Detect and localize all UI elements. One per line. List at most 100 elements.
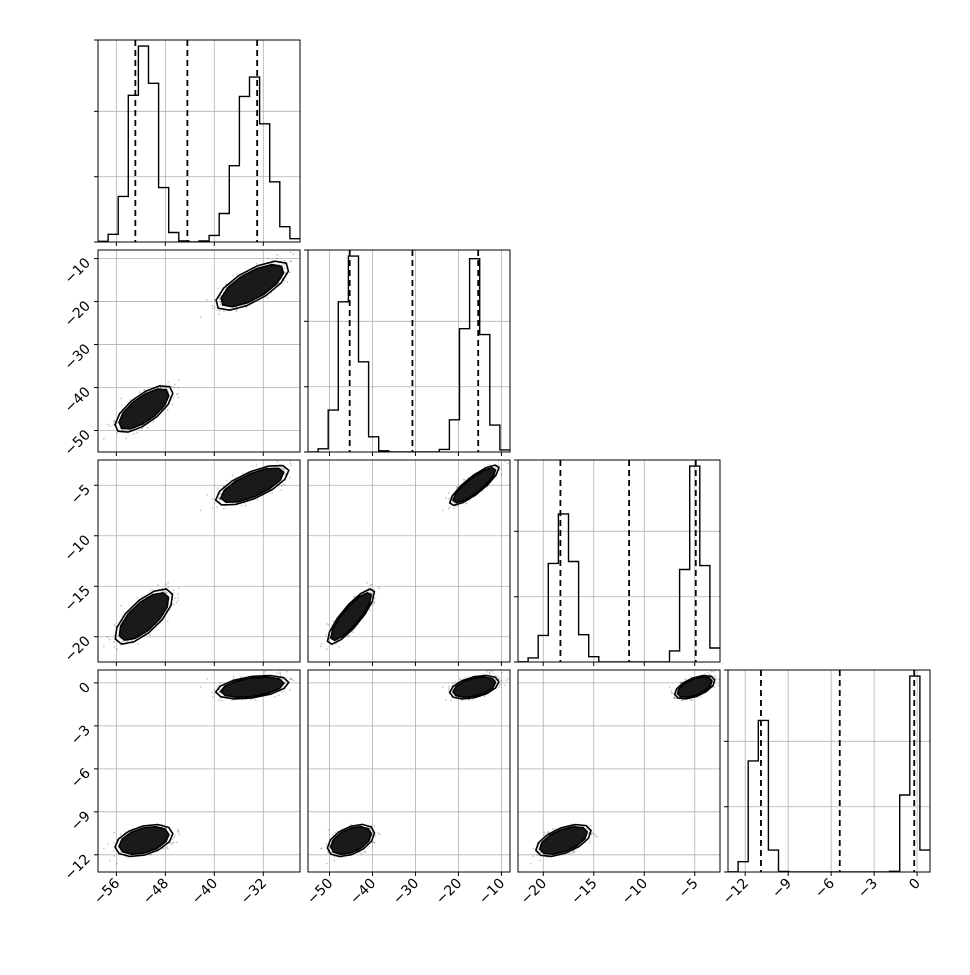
sample-point (338, 646, 340, 648)
sample-point (284, 474, 286, 476)
sample-point (171, 404, 173, 406)
sample-point (326, 623, 328, 625)
sample-point (489, 464, 491, 466)
sample-point (157, 584, 159, 586)
sample-point (241, 505, 243, 507)
sample-point (292, 458, 294, 460)
sample-point (256, 263, 258, 265)
sample-point (206, 494, 208, 496)
sample-point (113, 641, 115, 643)
sample-point (177, 593, 179, 595)
sample-point (236, 310, 238, 312)
y-tick-label: −20 (62, 633, 94, 665)
sample-point (374, 601, 376, 603)
sample-point (281, 485, 283, 487)
sample-point (206, 299, 208, 301)
sample-point (177, 599, 179, 601)
sample-point (136, 597, 138, 599)
sample-point (448, 492, 450, 494)
sample-point (232, 275, 234, 277)
contour-group-mode-1 (115, 589, 172, 644)
sample-point (173, 397, 175, 399)
contour-group-mode-1 (115, 386, 173, 432)
contour-level (221, 265, 283, 307)
y-tick-label: −50 (62, 427, 94, 459)
sample-point (283, 484, 285, 486)
sample-point (291, 465, 293, 467)
sample-point (116, 432, 118, 434)
contour-group-mode-2 (216, 466, 289, 505)
y-tick-label: −40 (62, 384, 94, 416)
sample-point (290, 251, 292, 253)
sample-point (149, 635, 151, 637)
density-panel-2-1: −50−40−30−20−10 (62, 250, 307, 459)
sample-point (109, 639, 111, 641)
sample-point (305, 473, 307, 475)
sample-point (373, 589, 375, 591)
sample-point (257, 499, 259, 501)
sample-point (466, 502, 468, 504)
sample-point (149, 590, 151, 592)
y-tick-label: −20 (62, 298, 94, 330)
sample-point (165, 584, 167, 586)
sample-point (281, 468, 283, 470)
sample-point (121, 405, 123, 407)
sample-point (212, 507, 214, 509)
sample-point (218, 313, 220, 315)
contour-group-mode-2 (216, 261, 288, 310)
sample-point (267, 258, 269, 260)
sample-point (103, 438, 105, 440)
sample-point (174, 597, 176, 599)
sample-point (219, 298, 221, 300)
sample-point (107, 424, 109, 426)
histogram-panel-1 (94, 40, 300, 246)
sample-point (167, 582, 169, 584)
sample-point (289, 272, 291, 274)
histogram-steps (308, 256, 510, 452)
sample-point (292, 253, 294, 255)
sample-point (115, 626, 117, 628)
sample-point (289, 477, 291, 479)
sample-point (173, 386, 175, 388)
sample-point (284, 264, 286, 266)
sample-point (284, 267, 286, 269)
sample-point (453, 507, 455, 509)
y-tick-label: −15 (62, 583, 94, 615)
sample-point (366, 582, 368, 584)
sample-point (332, 621, 334, 623)
sample-point (167, 587, 169, 589)
sample-point (109, 425, 111, 427)
sample-point (178, 588, 180, 590)
histogram-panel-2 (304, 250, 510, 456)
sample-point (113, 420, 115, 422)
sample-point (212, 308, 214, 310)
sample-point (375, 597, 377, 599)
contour-level (119, 389, 169, 429)
sample-point (177, 597, 179, 599)
sample-point (200, 510, 202, 512)
y-tick-label: −10 (62, 532, 94, 564)
sample-point (373, 603, 375, 605)
sample-point (445, 497, 447, 499)
sample-point (113, 646, 115, 648)
sample-point (125, 437, 127, 439)
sample-point (120, 605, 122, 607)
sample-point (216, 507, 218, 509)
sample-point (217, 487, 219, 489)
sample-point (305, 263, 307, 265)
sample-point (291, 260, 293, 262)
sample-point (505, 458, 507, 460)
sample-point (136, 432, 138, 434)
sample-point (232, 475, 234, 477)
sample-point (167, 621, 169, 623)
sample-point (167, 381, 169, 383)
sample-point (256, 464, 258, 466)
sample-point (116, 648, 118, 650)
sample-point (267, 297, 269, 299)
sample-point (451, 501, 453, 503)
sample-point (212, 498, 214, 500)
sample-point (321, 643, 323, 645)
sample-point (174, 384, 176, 386)
